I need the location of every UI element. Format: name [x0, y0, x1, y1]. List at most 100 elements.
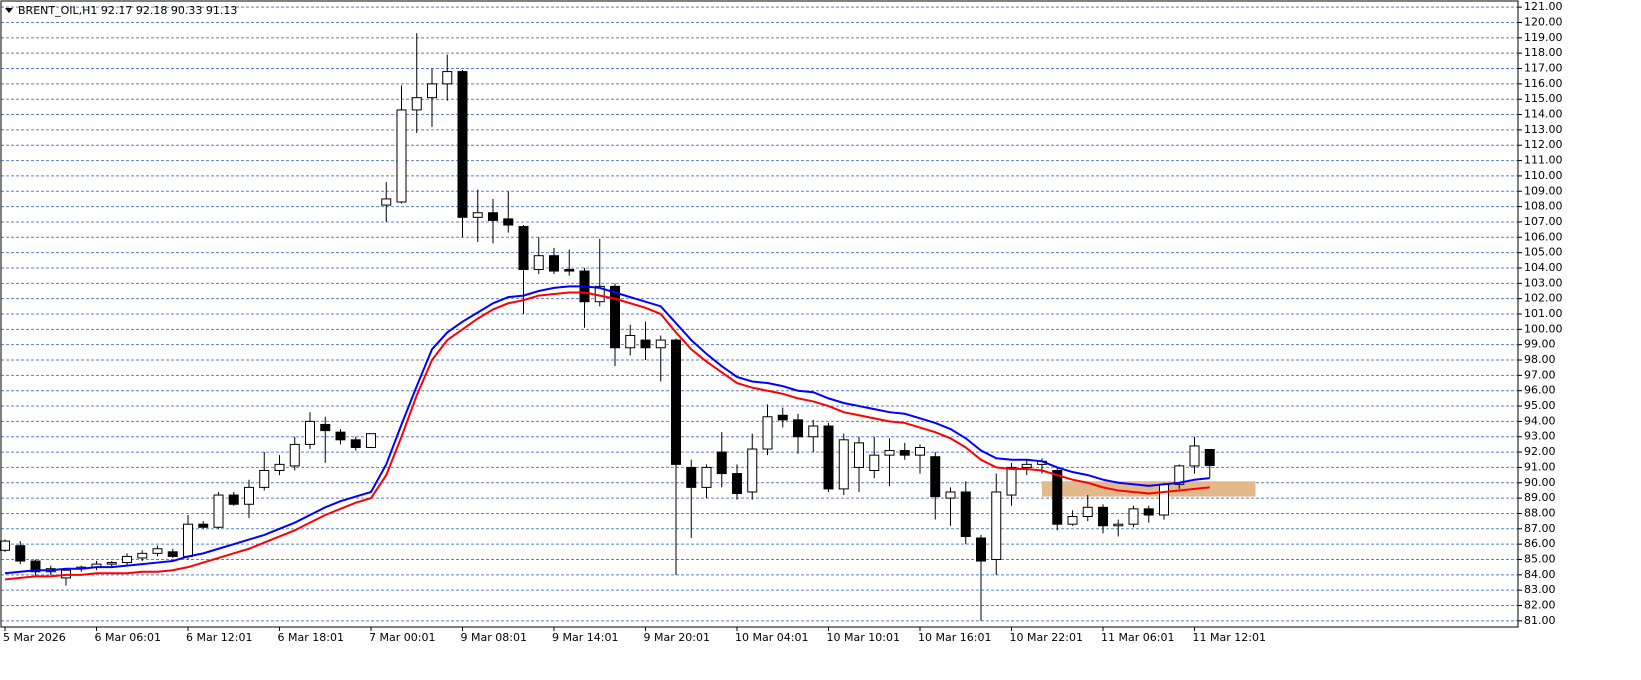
- candle-body: [625, 334, 636, 349]
- y-tick-label: 107.00: [1524, 215, 1563, 228]
- y-tick-label: 96.00: [1524, 384, 1556, 397]
- x-tick-label: 9 Mar 20:01: [644, 631, 710, 644]
- chart-title: BRENT_OIL,H1 92.17 92.18 90.33 91.13: [18, 4, 237, 17]
- candle-body: [152, 548, 163, 554]
- candle-body: [991, 491, 1002, 560]
- x-tick-label: 6 Mar 18:01: [278, 631, 344, 644]
- candle-body: [320, 423, 331, 432]
- x-tick-label: 9 Mar 08:01: [461, 631, 527, 644]
- y-tick-label: 89.00: [1524, 491, 1556, 504]
- candle-body: [747, 448, 758, 493]
- y-tick-label: 88.00: [1524, 506, 1556, 519]
- candle-body: [442, 71, 453, 85]
- x-tick-label: 10 Mar 10:01: [827, 631, 900, 644]
- x-tick-label: 11 Mar 12:01: [1193, 631, 1266, 644]
- y-tick-label: 114.00: [1524, 108, 1563, 121]
- candle-body: [793, 419, 803, 438]
- candle-body: [122, 555, 132, 564]
- candle-body: [1159, 483, 1169, 516]
- x-tick-label: 6 Mar 12:01: [186, 631, 252, 644]
- y-tick-label: 118.00: [1524, 46, 1563, 59]
- y-tick-label: 121.00: [1524, 0, 1563, 13]
- x-tick-label: 7 Mar 00:01: [369, 631, 435, 644]
- candle-body: [1189, 445, 1200, 467]
- candle-body: [1021, 463, 1032, 468]
- y-tick-label: 92.00: [1524, 445, 1556, 458]
- candle-body: [15, 545, 26, 562]
- y-tick-label: 112.00: [1524, 138, 1563, 151]
- candle-body: [1098, 506, 1108, 527]
- candle-body: [381, 198, 392, 206]
- plot-area: [0, 6, 1518, 622]
- x-tick-label: 10 Mar 16:01: [918, 631, 991, 644]
- candle-body: [640, 339, 651, 349]
- candle-body: [213, 494, 224, 528]
- y-tick-label: 108.00: [1524, 200, 1563, 213]
- candle-body: [869, 454, 880, 471]
- candle-body: [808, 425, 819, 438]
- candle-body: [289, 443, 300, 467]
- y-tick-label: 102.00: [1524, 292, 1563, 305]
- y-tick-label: 95.00: [1524, 399, 1556, 412]
- candle-body: [1052, 470, 1063, 525]
- candle-body: [1113, 523, 1124, 527]
- candle-body: [533, 255, 544, 271]
- y-tick-label: 101.00: [1524, 307, 1563, 320]
- moving-average-line: [4, 291, 1210, 581]
- y-tick-label: 87.00: [1524, 522, 1556, 535]
- candle-body: [167, 551, 178, 557]
- moving-average-line: [4, 285, 1210, 575]
- candle-body: [945, 491, 956, 499]
- x-tick-label: 5 Mar 2026: [3, 631, 66, 644]
- symbol-menu-icon[interactable]: [5, 8, 13, 13]
- candle-body: [777, 414, 788, 421]
- candle-body: [762, 416, 773, 450]
- candle-body: [259, 470, 270, 488]
- candle-body: [106, 562, 117, 565]
- candle-body: [960, 491, 971, 537]
- candle-body: [427, 83, 437, 99]
- y-tick-label: 94.00: [1524, 414, 1556, 427]
- x-tick-label: 10 Mar 04:01: [735, 631, 808, 644]
- candle-body: [701, 466, 712, 488]
- candle-body: [488, 212, 498, 221]
- candle-body: [228, 494, 239, 505]
- candle-body: [198, 523, 209, 528]
- candle-body: [503, 218, 514, 226]
- y-tick-label: 97.00: [1524, 368, 1556, 381]
- y-tick-label: 104.00: [1524, 261, 1563, 274]
- y-tick-label: 105.00: [1524, 246, 1563, 259]
- candle-body: [1067, 516, 1078, 525]
- candle-body: [1204, 448, 1215, 466]
- candle-body: [915, 446, 925, 456]
- x-tick-label: 11 Mar 06:01: [1101, 631, 1174, 644]
- candle-body: [350, 439, 361, 448]
- candle-body: [716, 451, 727, 475]
- candle-body: [472, 212, 483, 218]
- candle-body: [274, 463, 285, 471]
- candle-body: [1128, 508, 1139, 525]
- y-tick-label: 117.00: [1524, 62, 1563, 75]
- y-tick-label: 113.00: [1524, 123, 1563, 136]
- candle-body: [1082, 506, 1093, 518]
- candle-body: [30, 560, 41, 573]
- candle-body: [671, 339, 681, 465]
- candle-body: [183, 523, 193, 557]
- y-tick-label: 110.00: [1524, 169, 1563, 182]
- y-tick-label: 120.00: [1524, 15, 1563, 28]
- y-tick-label: 93.00: [1524, 430, 1556, 443]
- candle-body: [1174, 465, 1185, 485]
- y-tick-label: 115.00: [1524, 92, 1563, 105]
- candle-body: [686, 466, 697, 488]
- y-tick-label: 81.00: [1524, 614, 1556, 627]
- candle-body: [899, 450, 910, 456]
- candle-body: [610, 285, 620, 349]
- y-tick-label: 106.00: [1524, 230, 1563, 243]
- candle-body: [976, 537, 986, 562]
- x-tick-label: 6 Mar 06:01: [95, 631, 161, 644]
- candle-body: [930, 456, 941, 498]
- candle-body: [335, 431, 346, 441]
- y-tick-label: 91.00: [1524, 460, 1556, 473]
- candle-body: [854, 442, 864, 468]
